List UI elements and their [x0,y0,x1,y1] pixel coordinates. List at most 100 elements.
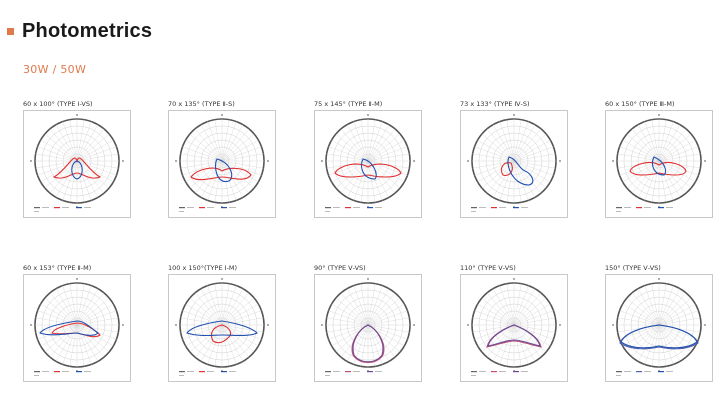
legend-swatch [325,371,331,373]
grid-spoke [40,324,78,347]
legend-text-stub [375,371,382,372]
tick-mark [367,278,369,280]
curve-c0-c180 [52,157,102,179]
grid-spoke [658,297,692,326]
legend-text-stub [229,371,236,372]
grid-spoke [35,153,78,162]
polar-chart-svg [612,278,706,376]
grid-spoke [346,124,369,162]
legend-text-stub [333,371,340,372]
legend-text-stub [187,207,194,208]
grid-spoke [62,285,78,326]
legend-swatch [616,371,622,373]
tick-mark [658,114,660,116]
grid-spoke [513,128,542,162]
tick-mark [267,160,269,162]
grid-spoke [194,324,223,358]
legend-text-stub [84,371,91,372]
legend-text-stub [624,207,631,208]
grid-spoke [658,288,681,326]
grid-spoke [76,324,92,365]
grid-spoke [367,133,401,162]
grid-spoke [207,160,223,201]
legend-text-stub [471,375,476,376]
grid-spoke [513,139,551,162]
polar-chart-svg [30,278,124,376]
grid-spoke [658,146,699,162]
grid-spoke [76,119,85,162]
polar-chart-svg [321,114,415,212]
photometric-card: 100 x 150°(TYPE Ⅰ-M) [168,262,308,382]
tick-mark [221,114,223,116]
legend-swatch [325,207,331,209]
legend-swatch [345,371,351,373]
grid-spoke [37,146,78,162]
legend-text-stub [479,371,486,372]
grid-spoke [207,121,223,162]
legend-swatch [513,207,519,209]
tick-mark [467,160,469,162]
grid-spoke [658,124,681,162]
grid-spoke [499,121,515,162]
grid-spoke [513,288,536,326]
grid-spoke [637,288,660,326]
legend-swatch [616,207,622,209]
grid-spoke [637,324,660,362]
grid-spoke [221,128,250,162]
grid-spoke [180,160,223,169]
grid-spoke [76,160,117,176]
grid-spoke [644,160,660,201]
polar-chart [314,274,422,382]
grid-spoke [76,121,92,162]
grid-spoke [221,324,237,365]
grid-spoke [651,324,660,367]
legend-text-stub [471,211,476,212]
wattage-subtitle: 30W / 50W [23,63,87,76]
tick-mark [513,278,515,280]
grid-spoke [658,324,681,362]
grid-spoke [221,119,230,162]
grid-spoke [644,324,660,365]
grid-spoke [221,160,264,169]
grid-spoke [69,119,78,162]
grid-spoke [221,153,264,162]
grid-spoke [76,160,114,183]
legend-text-stub [666,207,673,208]
chart-label: 75 x 145° (TYPE Ⅱ-M) [314,100,383,108]
grid-spoke [513,160,529,201]
legend-swatch [76,207,82,209]
grid-spoke [194,128,223,162]
grid-spoke [472,324,515,333]
grid-spoke [360,283,369,326]
grid-spoke [474,146,515,162]
tick-mark [704,160,706,162]
grid-spoke [221,139,259,162]
grid-spoke [658,285,674,326]
legend-text-stub [207,207,214,208]
grid-spoke [69,160,78,203]
grid-spoke [335,133,369,162]
tick-mark [367,114,369,116]
grid-spoke [76,153,119,162]
polar-chart-svg [467,114,561,212]
grid-spoke [69,283,78,326]
grid-spoke [221,133,255,162]
tick-mark [76,278,78,280]
tick-mark [175,324,177,326]
legend-text-stub [62,207,69,208]
grid-spoke [367,324,390,362]
grid-spoke [76,160,85,203]
grid-spoke [185,160,223,183]
grid-spoke [658,324,667,367]
grid-spoke [180,324,223,333]
grid-spoke [367,324,408,340]
grid-spoke [506,283,515,326]
grid-spoke [76,133,110,162]
legend-text-stub [42,371,49,372]
legend-swatch [179,371,185,373]
grid-spoke [474,160,515,176]
polar-chart [168,274,276,382]
legend-text-stub [616,375,621,376]
grid-spoke [62,324,78,365]
legend-text-stub [325,375,330,376]
